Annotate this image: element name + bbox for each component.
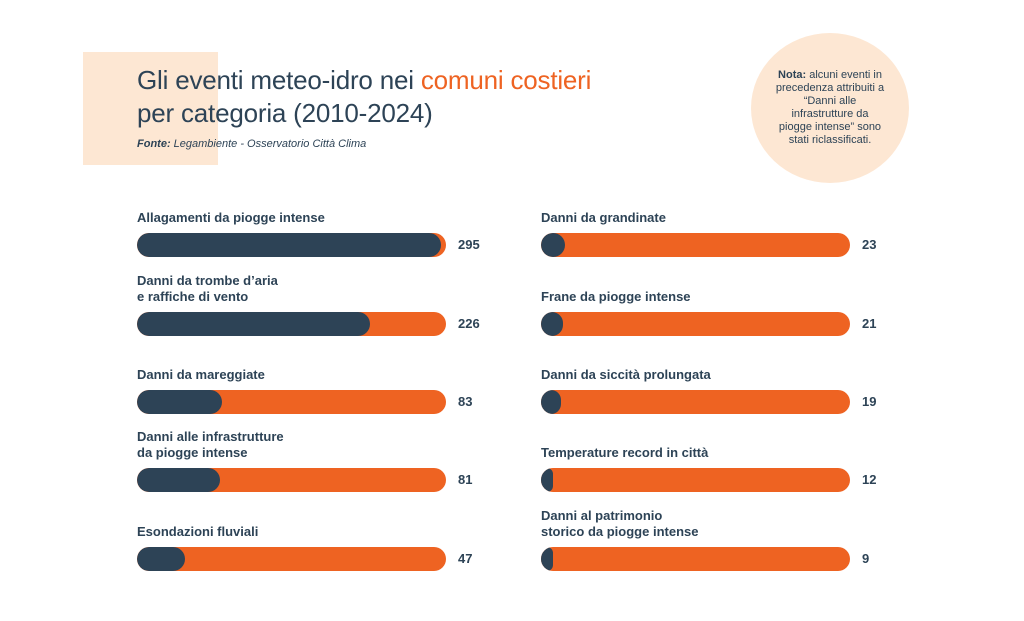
bar-track bbox=[137, 390, 446, 414]
bar-value: 21 bbox=[862, 316, 877, 331]
bar-fill bbox=[541, 312, 563, 336]
bar-label: Temperature record in città bbox=[541, 445, 709, 460]
title-highlight: comuni costieri bbox=[420, 65, 592, 95]
bar-row: Temperature record in città 12 bbox=[541, 411, 901, 492]
bar-label: Danni alle infrastrutture da piogge inte… bbox=[137, 429, 284, 460]
note-circle: Nota: alcuni eventi in precedenza attrib… bbox=[751, 33, 909, 183]
bar-row: Danni da trombe d’aria e raffiche di ven… bbox=[137, 255, 497, 336]
bar-label: Danni da mareggiate bbox=[137, 367, 265, 382]
bar-value: 226 bbox=[458, 316, 480, 331]
bar-fill bbox=[137, 312, 370, 336]
note-text: Nota: alcuni eventi in precedenza attrib… bbox=[774, 69, 886, 147]
bar-fill bbox=[137, 390, 223, 414]
bar-track bbox=[137, 312, 446, 336]
bar-value: 12 bbox=[862, 472, 877, 487]
bar-row: Allagamenti da piogge intense 295 bbox=[137, 176, 497, 257]
bar-label: Allagamenti da piogge intense bbox=[137, 210, 325, 225]
bar-label: Frane da piogge intense bbox=[541, 289, 691, 304]
bar-track bbox=[541, 468, 850, 492]
bar-label: Danni al patrimonio storico da piogge in… bbox=[541, 508, 699, 539]
title-decoration bbox=[83, 52, 218, 165]
bar-track bbox=[541, 233, 850, 257]
bar-value: 83 bbox=[458, 394, 473, 409]
bar-value: 19 bbox=[862, 394, 877, 409]
bar-fill bbox=[541, 468, 554, 492]
bar-track bbox=[541, 312, 850, 336]
bar-track bbox=[137, 547, 446, 571]
bar-row: Danni al patrimonio storico da piogge in… bbox=[541, 490, 901, 571]
title-text-part1: Gli eventi meteo-idro nei bbox=[137, 65, 421, 95]
source-line: Fonte: Legambiente - Osservatorio Città … bbox=[137, 138, 366, 150]
bar-row: Danni da grandinate 23 bbox=[541, 176, 901, 257]
note-label: Nota: bbox=[778, 69, 807, 81]
bar-fill bbox=[137, 233, 441, 257]
bar-label: Danni da grandinate bbox=[541, 210, 666, 225]
bar-value: 9 bbox=[862, 551, 870, 566]
source-label: Fonte: bbox=[137, 138, 171, 150]
bar-value: 23 bbox=[862, 237, 877, 252]
bar-label: Danni da siccità prolungata bbox=[541, 367, 711, 382]
bar-fill bbox=[541, 547, 553, 571]
source-text: Legambiente - Osservatorio Città Clima bbox=[170, 138, 367, 150]
bar-value: 47 bbox=[458, 551, 473, 566]
bar-track bbox=[137, 468, 446, 492]
bar-row: Danni alle infrastrutture da piogge inte… bbox=[137, 411, 497, 492]
bar-fill bbox=[541, 233, 565, 257]
bar-track bbox=[541, 390, 850, 414]
chart-title: Gli eventi meteo-idro nei comuni costier… bbox=[137, 64, 677, 130]
bar-row: Esondazioni fluviali 47 bbox=[137, 490, 497, 571]
bar-label: Esondazioni fluviali bbox=[137, 524, 259, 539]
bar-row: Frane da piogge intense 21 bbox=[541, 255, 901, 336]
bar-track bbox=[137, 233, 446, 257]
bar-value: 295 bbox=[458, 237, 480, 252]
bar-row: Danni da mareggiate 83 bbox=[137, 333, 497, 414]
bar-fill bbox=[541, 390, 561, 414]
bar-label: Danni da trombe d’aria e raffiche di ven… bbox=[137, 273, 278, 304]
bar-value: 81 bbox=[458, 472, 473, 487]
bar-fill bbox=[137, 468, 221, 492]
bar-track bbox=[541, 547, 850, 571]
note-body: alcuni eventi in precedenza attribuiti a… bbox=[775, 69, 885, 146]
bar-row: Danni da siccità prolungata 19 bbox=[541, 333, 901, 414]
bar-fill bbox=[137, 547, 186, 571]
title-text-part2: per categoria (2010-2024) bbox=[137, 98, 433, 128]
